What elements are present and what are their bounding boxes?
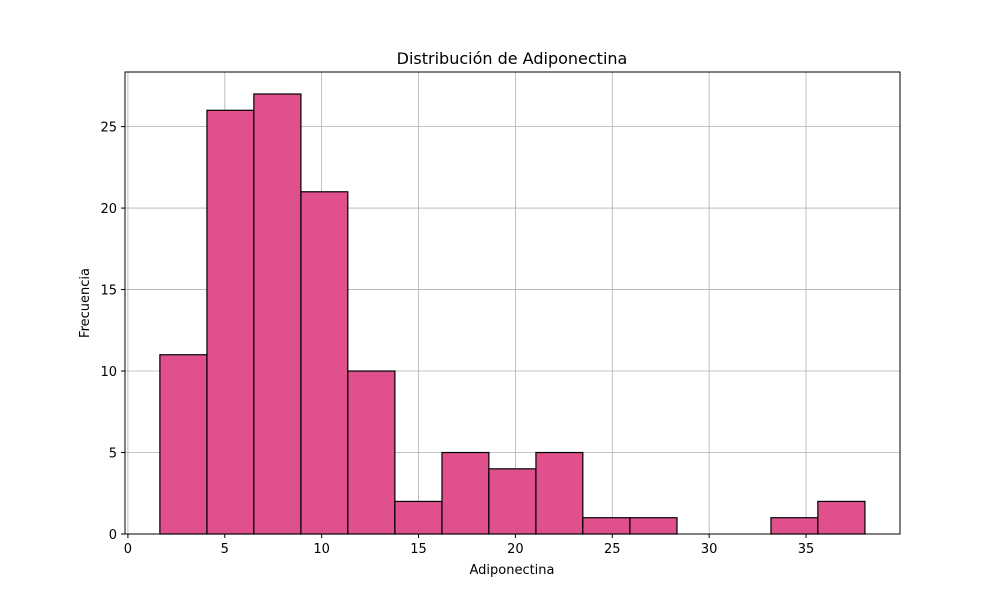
x-tick-label: 5 — [221, 542, 229, 557]
y-tick-label: 25 — [100, 121, 117, 136]
y-tick-label: 15 — [100, 284, 117, 299]
chart-title: Distribución de Adiponectina — [397, 49, 628, 68]
x-tick-label: 30 — [701, 542, 718, 557]
bar — [629, 517, 678, 535]
bar — [300, 191, 349, 535]
bar — [535, 451, 584, 535]
bar — [253, 93, 302, 535]
x-axis-label: Adiponectina — [469, 563, 554, 578]
y-tick-label: 5 — [109, 447, 117, 462]
y-tick-label: 20 — [100, 202, 117, 217]
bar — [770, 517, 819, 535]
bar — [347, 370, 396, 535]
bar — [582, 517, 631, 535]
y-tick-label: 10 — [100, 365, 117, 380]
bar — [159, 354, 208, 535]
bar — [488, 468, 537, 535]
bar — [206, 109, 255, 535]
x-tick-label: 15 — [410, 542, 427, 557]
bar — [394, 500, 443, 535]
y-tick-label: 0 — [109, 528, 117, 543]
plot-frame — [124, 71, 901, 535]
x-tick-label: 35 — [798, 542, 815, 557]
x-tick-label: 25 — [604, 542, 621, 557]
bar — [817, 500, 866, 535]
x-tick-label: 0 — [124, 542, 132, 557]
x-tick-label: 10 — [313, 542, 330, 557]
bar — [441, 451, 490, 535]
y-axis-label: Frecuencia — [78, 268, 93, 338]
x-tick-label: 20 — [507, 542, 524, 557]
